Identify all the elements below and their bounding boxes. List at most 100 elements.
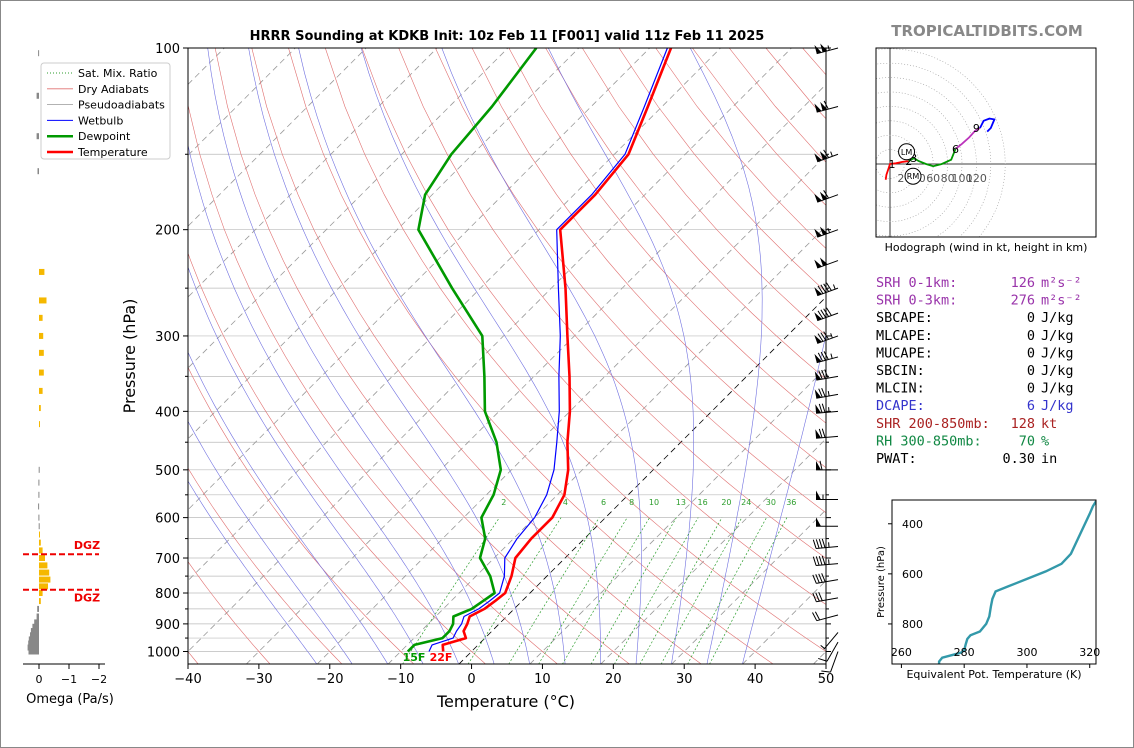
barb-full [820,332,827,341]
x-tick-label: 0 [467,672,475,687]
barb-full [820,309,827,318]
omega-bar [39,332,44,339]
barb-flag [814,389,822,399]
dry-adiabat [188,102,558,664]
barb-half [827,227,831,233]
skewt-axes: −40 −30 −20 −10 0 10 20 30 40 50 100 200 300 400 500 60… [147,42,834,687]
dry-adiabat [913,48,1134,664]
wind-barb [814,387,839,399]
isotherm-line [188,48,580,440]
hodograph: 2040608010012012369LMRM [876,48,1096,237]
omega-panel: DGZ DGZ 0 −1 −2 [23,50,107,686]
pseudo-adiabat [207,48,495,664]
index-value: 0 [1027,363,1035,379]
barb-full [826,307,832,316]
barb-staff [816,563,839,566]
omega-bar [39,539,41,546]
mixing-ratio-label: 2 [501,498,506,507]
isotherm-line [671,509,826,664]
wind-barb [814,226,839,238]
barb-flag [814,153,823,162]
wind-barb [814,100,839,113]
pseudo-adiabat [742,333,826,664]
omega-tick-label: −1 [61,673,77,686]
dry-adiabat [325,48,826,652]
wind-barb [812,591,839,603]
legend-label: Dewpoint [78,130,131,143]
omega-bar [36,613,39,620]
y-tick-label: 100 [155,42,180,57]
omega-bar [38,50,40,57]
barb-full [812,612,818,621]
barb-full [818,428,823,438]
barb-full [818,370,823,380]
y-tick-label: 1000 [147,646,180,661]
mixing-ratio-line [562,517,650,664]
mixing-ratio-line [614,517,699,664]
wind-barb [815,428,839,439]
hodograph-plot: 2040608010012012369LMRM [876,48,1096,237]
barb-half [830,151,833,157]
wind-barb [816,517,838,527]
index-label: PWAT: [876,451,917,467]
index-unit: J/kg [1041,398,1074,414]
pseudo-adiabat [188,351,389,664]
omega-bar [39,598,41,605]
legend-label: Wetbulb [78,114,123,127]
hodo-height-label: 2 [905,155,912,168]
omega-bar [32,623,39,630]
pseudo-adiabat [248,48,530,664]
pseudo-adiabat [188,143,459,664]
x-tick-label: 10 [534,672,551,687]
pseudo-adiabat [188,480,318,664]
wind-barb [818,641,839,662]
mixing-ratio-line [467,517,562,664]
temperature-line [441,48,673,652]
x-tick-label: 50 [818,672,835,687]
legend-label: Dry Adiabats [78,83,149,96]
barb-full [815,556,820,566]
mixing-ratio-line [709,517,788,664]
barb-flag [814,228,823,238]
hodo-ring [876,120,934,208]
barb-full [823,331,830,340]
mixing-ratio-label: 30 [766,498,776,507]
theta-e-plot [937,500,1096,664]
barb-flag [816,517,821,527]
hodo-height-label: 1 [889,158,896,171]
y-tick-label: 400 [155,405,180,420]
mixing-ratio-label: 6 [601,498,606,507]
barb-full [814,611,821,621]
hodo-ring [876,77,977,237]
barb-staff [816,597,839,603]
isotherm-line [529,367,826,664]
index-value: 0 [1027,381,1035,397]
hodo-ring-label: 60 [926,172,940,185]
omega-bar [39,387,43,394]
barb-staff [826,641,839,662]
dry-adiabat [435,48,826,514]
barb-full [823,308,830,317]
theta-e-xlabel: Equivalent Pot. Temperature (K) [906,668,1081,681]
barb-full [817,352,823,362]
wind-barb [816,460,838,471]
omega-bar [37,605,39,612]
wind-barb [812,538,839,549]
wind-barb [814,190,839,203]
index-value: 70 [1019,433,1035,449]
x-tick-label: 30 [676,672,693,687]
barb-flag [814,353,822,363]
index-value: 6 [1027,398,1035,414]
barb-half [827,45,830,51]
wind-barb [814,331,839,344]
hodo-ring [876,62,992,237]
isotherm-line [316,154,826,664]
barb-full [823,283,830,292]
omega-bar [39,314,43,321]
skewt-background-lines: 2 4 6 8 10 13 16 20 24 30 36 [188,48,1134,664]
index-label: SRH 0-3km: [876,293,957,309]
mixing-ratio-label: 20 [721,498,731,507]
isotherm-line [812,650,826,664]
theta-e-panel: 260 280 300 320 400 600 800 [888,500,1100,668]
barb-flag [814,103,822,113]
